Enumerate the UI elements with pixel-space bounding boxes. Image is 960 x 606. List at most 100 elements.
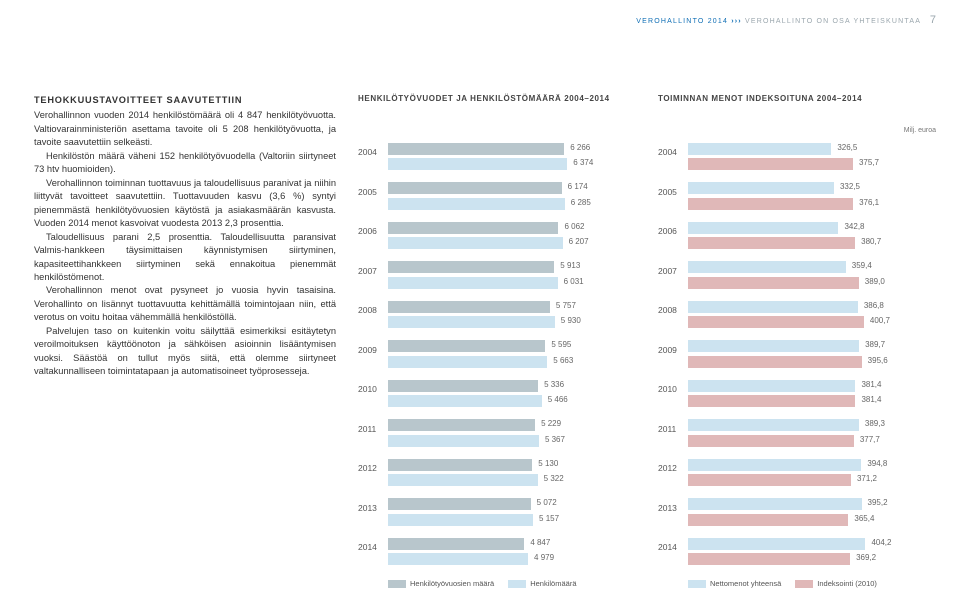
bar-series-b xyxy=(388,316,555,328)
chart1-title: HENKILÖTYÖVUODET JA HENKILÖSTÖMÄÄRÄ 2004… xyxy=(358,94,636,103)
value-label: 6 207 xyxy=(569,237,589,246)
value-label: 386,8 xyxy=(864,301,884,310)
chart1-unit xyxy=(358,127,636,135)
year-group: 2010381,4381,4 xyxy=(658,378,936,409)
value-label: 389,7 xyxy=(865,340,885,349)
swatch-icon xyxy=(688,580,706,588)
body-para-4: Verohallinnon menot ovat pysyneet jo vuo… xyxy=(34,284,336,324)
year-group: 20135 0725 157 xyxy=(358,497,636,528)
bar-series-a xyxy=(688,340,859,352)
value-label: 5 757 xyxy=(556,301,576,310)
bar-series-b xyxy=(388,237,563,249)
year-group: 2012 394,8 371,2 xyxy=(658,457,936,488)
bar-series-b xyxy=(688,356,862,368)
bar-series-b xyxy=(388,474,538,486)
year-group: 20105 3365 466 xyxy=(358,378,636,409)
year-group: 20095 5955 663 xyxy=(358,339,636,370)
swatch-icon xyxy=(388,580,406,588)
bar-series-b xyxy=(688,435,854,447)
chart2-title: TOIMINNAN MENOT INDEKSOITUNA 2004–2014 xyxy=(658,94,936,103)
bar-series-a xyxy=(388,143,564,155)
year-group: 20066 0626 207 xyxy=(358,220,636,251)
value-label: 5 663 xyxy=(553,356,573,365)
value-label: 6 374 xyxy=(573,158,593,167)
value-label: 5 322 xyxy=(544,474,564,483)
swatch-icon xyxy=(508,580,526,588)
page-number: 7 xyxy=(930,14,936,26)
bar-series-b xyxy=(388,553,528,565)
bar-series-b xyxy=(688,316,864,328)
bar-series-b xyxy=(388,435,539,447)
bar-series-a xyxy=(688,459,861,471)
year-label: 2013 xyxy=(358,496,388,513)
value-label: 375,7 xyxy=(859,158,879,167)
value-label: 376,1 xyxy=(859,198,879,207)
bar-series-a xyxy=(688,182,834,194)
year-label: 2008 xyxy=(658,298,688,315)
value-label: 400,7 xyxy=(870,316,890,325)
value-label: 6 174 xyxy=(568,182,588,191)
year-group: 2008 386,8 400,7 xyxy=(658,299,936,330)
bar-series-b xyxy=(688,237,855,249)
chevron-icon: ››› xyxy=(731,18,745,25)
value-label: 5 466 xyxy=(548,395,568,404)
chart2-unit: Milj. euroa xyxy=(658,127,936,135)
year-group: 2012 5 130 5 322 xyxy=(358,457,636,488)
bar-series-b xyxy=(388,514,533,526)
value-label: 4 847 xyxy=(530,538,550,547)
value-label: 5 367 xyxy=(545,435,565,444)
body-text-column: TEHOKKUUSTAVOITTEET SAAVUTETTIIN Verohal… xyxy=(34,94,336,588)
bar-series-a xyxy=(388,301,550,313)
value-label: 381,4 xyxy=(861,380,881,389)
year-group: 2004326,5375,7 xyxy=(658,141,936,172)
year-group: 2005332,5376,1 xyxy=(658,181,936,212)
bar-series-a xyxy=(388,459,532,471)
chart1-legend: Henkilötyövuosien määrä Henkilömäärä xyxy=(358,579,636,588)
bar-series-a xyxy=(688,222,838,234)
year-group: 2011389,3377,7 xyxy=(658,418,936,449)
value-label: 395,6 xyxy=(868,356,888,365)
year-label: 2012 xyxy=(658,456,688,473)
bar-series-b xyxy=(388,356,547,368)
value-label: 395,2 xyxy=(868,498,888,507)
value-label: 6 285 xyxy=(571,198,591,207)
year-label: 2004 xyxy=(358,140,388,157)
value-label: 5 157 xyxy=(539,514,559,523)
year-label: 2004 xyxy=(658,140,688,157)
year-group: 20115 2295 367 xyxy=(358,418,636,449)
year-label: 2008 xyxy=(358,298,388,315)
year-label: 2010 xyxy=(658,377,688,394)
bar-series-a xyxy=(388,419,535,431)
value-label: 369,2 xyxy=(856,553,876,562)
bar-series-b xyxy=(688,277,859,289)
bar-series-a xyxy=(388,261,554,273)
bar-series-b xyxy=(688,395,855,407)
body-para-3: Taloudellisuus parani 2,5 prosenttia. Ta… xyxy=(34,231,336,285)
year-group: 20075 9136 031 xyxy=(358,260,636,291)
chart1-legend-b: Henkilömäärä xyxy=(508,579,576,588)
bar-series-a xyxy=(388,380,538,392)
value-label: 371,2 xyxy=(857,474,877,483)
brand: VEROHALLINTO 2014 xyxy=(636,18,728,25)
year-label: 2010 xyxy=(358,377,388,394)
bar-series-b xyxy=(688,158,853,170)
bar-series-b xyxy=(688,198,853,210)
value-label: 332,5 xyxy=(840,182,860,191)
value-label: 5 930 xyxy=(561,316,581,325)
year-label: 2014 xyxy=(658,535,688,552)
year-group: 2008 5 757 5 930 xyxy=(358,299,636,330)
value-label: 342,8 xyxy=(844,222,864,231)
value-label: 394,8 xyxy=(867,459,887,468)
year-label: 2006 xyxy=(658,219,688,236)
value-label: 5 130 xyxy=(538,459,558,468)
year-label: 2009 xyxy=(658,338,688,355)
section-name: VEROHALLINTO ON OSA YHTEISKUNTAA xyxy=(745,18,921,25)
chart2-rows: 2004326,5375,72005332,5376,12006342,8380… xyxy=(658,141,936,567)
year-label: 2014 xyxy=(358,535,388,552)
bar-series-a xyxy=(688,143,831,155)
page-header: VEROHALLINTO 2014 ››› VEROHALLINTO ON OS… xyxy=(0,0,960,26)
value-label: 6 266 xyxy=(570,143,590,152)
year-label: 2012 xyxy=(358,456,388,473)
bar-series-a xyxy=(388,222,558,234)
chart-expenses: TOIMINNAN MENOT INDEKSOITUNA 2004–2014 M… xyxy=(658,94,936,588)
